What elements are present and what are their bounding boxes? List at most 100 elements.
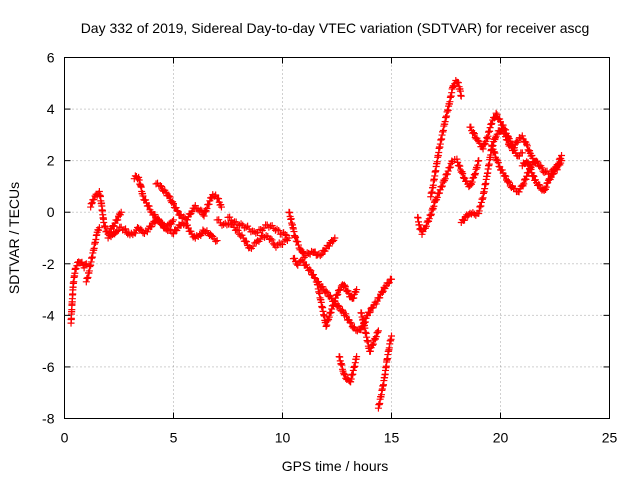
data-series <box>152 179 225 224</box>
data-point <box>468 178 476 186</box>
data-point <box>492 134 500 142</box>
data-point <box>226 213 234 221</box>
data-point <box>170 230 177 238</box>
data-point <box>113 227 121 235</box>
data-point <box>444 167 452 175</box>
data-point <box>326 309 334 317</box>
data-point <box>329 238 337 246</box>
y-tick-label: -4 <box>42 307 55 323</box>
data-point <box>342 310 350 318</box>
data-point <box>369 341 377 349</box>
data-point <box>454 158 462 166</box>
data-point <box>273 225 281 233</box>
data-point <box>459 169 467 177</box>
data-series <box>374 332 395 412</box>
data-point <box>170 200 177 208</box>
data-point <box>425 215 433 223</box>
data-point <box>131 229 139 237</box>
data-series <box>224 213 291 239</box>
data-point <box>491 149 499 157</box>
data-point <box>183 216 191 224</box>
data-point <box>494 159 502 167</box>
data-series <box>67 258 90 327</box>
data-point <box>331 234 339 242</box>
data-point <box>353 353 361 361</box>
data-point <box>290 254 298 262</box>
data-point <box>329 302 337 310</box>
data-point <box>531 176 539 184</box>
data-point <box>376 294 384 302</box>
data-point <box>90 195 98 203</box>
data-point <box>265 223 273 231</box>
data-point <box>330 301 338 309</box>
data-point <box>522 175 530 183</box>
data-point <box>221 219 229 227</box>
data-point <box>505 178 513 186</box>
data-point <box>283 231 291 239</box>
data-point <box>110 222 118 230</box>
data-series <box>313 280 361 330</box>
data-point <box>213 237 221 245</box>
data-point <box>232 218 240 226</box>
data-point <box>275 227 283 235</box>
data-point <box>475 157 483 165</box>
data-point <box>524 146 532 154</box>
data-point <box>215 195 223 203</box>
x-tick-labels: 0 5 10 15 20 25 <box>61 430 618 446</box>
data-series <box>213 216 293 252</box>
data-point <box>455 161 463 169</box>
data-series <box>357 309 382 355</box>
data-point <box>498 166 506 174</box>
data-points <box>67 76 566 412</box>
data-point <box>523 140 531 148</box>
data-point <box>374 328 382 336</box>
data-point <box>435 189 443 197</box>
data-point <box>261 233 269 241</box>
data-point <box>388 332 395 340</box>
data-point <box>249 242 257 250</box>
data-point <box>139 192 147 200</box>
data-point <box>456 162 464 170</box>
data-point <box>188 208 196 216</box>
data-series <box>289 254 395 335</box>
data-point <box>142 196 150 204</box>
data-point <box>353 286 361 294</box>
data-point <box>165 225 173 233</box>
y-tick-label: -2 <box>42 256 55 272</box>
data-point <box>463 177 471 185</box>
y-tick-labels: -8 -6 -4 -2 0 2 4 6 <box>42 50 55 427</box>
data-point <box>292 233 300 241</box>
x-tick-label: 20 <box>493 430 509 446</box>
data-series <box>82 224 103 286</box>
data-point <box>378 289 386 297</box>
data-point <box>350 323 358 331</box>
data-point <box>388 275 395 283</box>
data-point <box>422 222 430 230</box>
data-point <box>501 172 509 180</box>
data-point <box>322 287 330 295</box>
data-point <box>550 170 558 178</box>
data-point <box>137 225 145 233</box>
data-point <box>268 236 276 244</box>
data-point <box>203 204 211 212</box>
data-point <box>480 141 488 149</box>
data-point <box>357 326 365 334</box>
data-point <box>155 216 163 224</box>
data-point <box>260 224 268 232</box>
data-point <box>168 218 176 226</box>
data-point <box>122 225 130 233</box>
data-point <box>454 79 462 87</box>
data-point <box>542 183 550 191</box>
data-point <box>523 142 531 150</box>
data-point <box>148 222 156 230</box>
y-tick-label: 6 <box>47 50 55 66</box>
data-point <box>200 212 208 220</box>
data-point <box>449 83 457 91</box>
data-point <box>549 170 557 178</box>
data-point <box>490 148 498 156</box>
data-point <box>499 121 507 129</box>
data-point <box>243 238 251 246</box>
data-series <box>466 109 539 167</box>
data-point <box>366 308 374 316</box>
